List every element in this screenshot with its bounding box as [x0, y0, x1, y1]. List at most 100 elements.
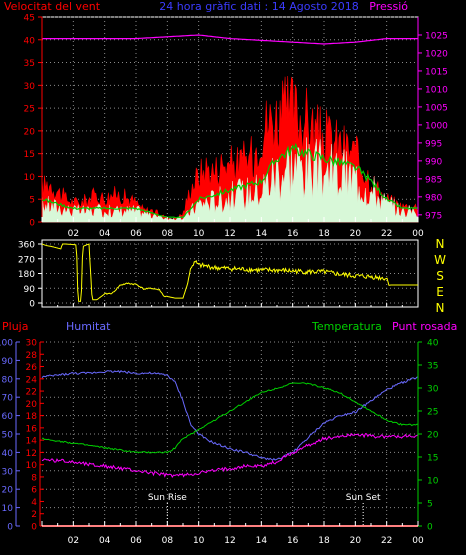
rain-label: Pluja — [2, 320, 28, 333]
temperature-tick-label: 20 — [427, 431, 439, 441]
rain-tick-label: 8 — [31, 473, 37, 483]
humidity-tick-label: 30 — [2, 467, 14, 477]
rhtp-axes: 0102030405060708090100024681012141618202… — [0, 339, 439, 547]
humidity-tick-label: 60 — [2, 412, 14, 422]
wind-average-line — [41, 142, 419, 219]
temperature-tick-label: 35 — [427, 362, 438, 372]
wind-tick-label: 15 — [24, 150, 35, 160]
humidity-tick-label: 40 — [2, 449, 14, 459]
p1-xtick-label: 06 — [130, 229, 142, 239]
humidity-tick-label: 50 — [2, 431, 14, 441]
wind-tick-label: 10 — [24, 173, 36, 183]
wind-speed-area — [41, 137, 419, 223]
compass-label: S — [436, 269, 444, 283]
pressure-tick-label: 990 — [425, 157, 442, 167]
rain-tick-label: 16 — [26, 424, 38, 434]
p1-xtick-label: 14 — [256, 229, 268, 239]
pressure-title: Pressió — [369, 0, 408, 13]
humidity-tick-label: 10 — [2, 504, 14, 514]
humidity-tick-label: 0 — [7, 523, 13, 533]
p3-xtick-label: 16 — [287, 536, 299, 546]
rain-tick-label: 26 — [26, 363, 38, 373]
pressure-tick-label: 1000 — [425, 121, 448, 131]
direction-tick-label: 180 — [18, 270, 35, 280]
pressure-tick-label: 1025 — [425, 31, 448, 41]
compass-label: W — [434, 253, 446, 267]
pressure-tick-label: 980 — [425, 193, 442, 203]
dewpoint-line — [41, 432, 419, 478]
chart-main-title: 24 hora gràfic dati : 14 Agosto 2018 — [159, 0, 358, 13]
p1-xtick-label: 00 — [412, 229, 424, 239]
humidity-tick-label: 70 — [2, 394, 14, 404]
wind-pressure-axes: 0510152025303540459759809859909951000100… — [24, 14, 449, 240]
pressure-tick-label: 975 — [425, 211, 442, 221]
sunset-label: Sun Set — [346, 493, 381, 503]
wind-tick-label: 30 — [24, 82, 36, 92]
wind-tick-label: 25 — [24, 105, 35, 115]
rain-tick-label: 0 — [31, 523, 37, 533]
dewpoint-label: Punt rosada — [392, 320, 457, 333]
temperature-label: Temperatura — [311, 320, 382, 333]
wind-tick-label: 35 — [24, 59, 35, 69]
compass-label: E — [436, 285, 444, 299]
p1-xtick-label: 18 — [318, 229, 330, 239]
p3-xtick-label: 18 — [318, 536, 330, 546]
pressure-tick-label: 1005 — [425, 103, 448, 113]
wind-tick-label: 20 — [24, 127, 36, 137]
temperature-tick-label: 40 — [427, 339, 439, 349]
rain-tick-label: 18 — [26, 412, 38, 422]
pressure-tick-label: 1015 — [425, 67, 448, 77]
direction-tick-label: 270 — [18, 255, 35, 265]
compass-label: N — [436, 301, 445, 315]
humidity-tick-label: 90 — [2, 357, 14, 367]
temperature-tick-label: 15 — [427, 454, 438, 464]
pressure-tick-label: 1020 — [425, 49, 448, 59]
rain-tick-label: 28 — [26, 351, 38, 361]
p3-xtick-label: 14 — [256, 536, 268, 546]
temperature-tick-label: 5 — [427, 500, 433, 510]
wind-tick-label: 40 — [24, 36, 36, 46]
p3-xtick-label: 06 — [130, 536, 142, 546]
wind-tick-label: 45 — [24, 14, 35, 24]
temperature-line — [42, 382, 419, 454]
pressure-tick-label: 995 — [425, 139, 442, 149]
direction-tick-label: 360 — [18, 241, 35, 251]
p1-xtick-label: 08 — [162, 229, 174, 239]
sunrise-label: Sun Rise — [148, 493, 187, 503]
pressure-tick-label: 985 — [425, 175, 442, 185]
rain-tick-label: 24 — [26, 375, 38, 385]
rain-tick-label: 12 — [26, 449, 37, 459]
rain-tick-label: 14 — [26, 437, 38, 447]
temperature-tick-label: 0 — [427, 523, 433, 533]
wind-direction-series — [41, 243, 418, 302]
p1-xtick-label: 22 — [381, 229, 392, 239]
pressure-line — [42, 34, 418, 45]
wind-direction-line — [41, 243, 418, 302]
direction-tick-label: 90 — [24, 285, 36, 295]
p1-xtick-label: 16 — [287, 229, 299, 239]
p3-xtick-label: 22 — [381, 536, 392, 546]
temperature-tick-label: 10 — [427, 477, 439, 487]
humidity-label: Humitat — [66, 320, 111, 333]
temperature-tick-label: 25 — [427, 408, 438, 418]
wind-pressure-series — [41, 34, 419, 223]
wind-title: Velocitat del vent — [4, 0, 101, 13]
humidity-line — [41, 369, 419, 461]
p3-xtick-label: 10 — [193, 536, 205, 546]
temperature-tick-label: 30 — [427, 385, 439, 395]
humidity-tick-label: 80 — [2, 375, 14, 385]
p1-xtick-label: 12 — [224, 229, 235, 239]
wind-pressure-panel: 0510152025303540459759809859909951000100… — [24, 14, 449, 240]
rain-tick-label: 10 — [26, 461, 38, 471]
pressure-tick-label: 1010 — [425, 85, 448, 95]
p1-xtick-label: 02 — [68, 229, 79, 239]
wind-tick-label: 0 — [29, 219, 35, 229]
wind-tick-label: 5 — [29, 196, 35, 206]
compass-label: N — [436, 237, 445, 251]
direction-tick-label: 0 — [29, 300, 35, 310]
rain-tick-label: 2 — [31, 510, 37, 520]
